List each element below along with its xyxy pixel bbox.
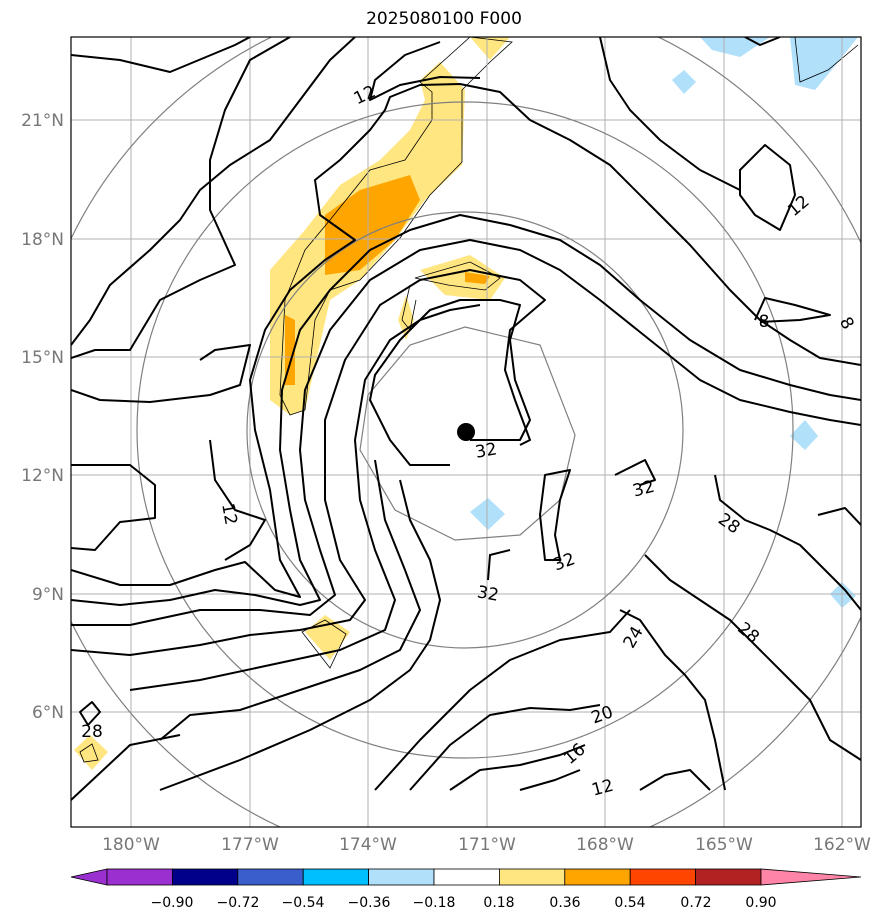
range-ring-3 [136, 101, 794, 759]
map-frame [70, 36, 862, 828]
blue-shade-se [830, 582, 856, 608]
contour-label: 24 [620, 623, 648, 652]
lat-label: 18°N [21, 230, 64, 250]
contour-label: 28 [733, 619, 762, 648]
lon-label: 168°W [576, 835, 634, 855]
contour-lines [71, 37, 861, 801]
colorbar-label: −0.54 [282, 895, 325, 911]
colorbar [70, 868, 862, 886]
lon-label: 162°W [813, 835, 871, 855]
contour-label: 16 [560, 740, 589, 769]
contour-24-arc [71, 344, 251, 403]
orange-shade-center [465, 272, 490, 284]
lon-label: 177°W [221, 835, 279, 855]
lon-label: 165°W [695, 835, 753, 855]
contour-label: 12 [590, 776, 616, 801]
colorbar-label: 0.18 [483, 895, 514, 911]
lat-label: 15°N [21, 348, 64, 368]
lat-label: 6°N [32, 703, 64, 723]
contour-label: 32 [474, 439, 499, 462]
lon-label: 180°W [102, 835, 160, 855]
lon-label: 174°W [339, 835, 397, 855]
colorbar-swatch [106, 868, 173, 886]
latitude-labels: 21°N 18°N 15°N 12°N 9°N 6°N [21, 111, 64, 723]
storm-center-dot [457, 423, 475, 441]
contour-label: 28 [714, 510, 743, 539]
range-ring-1 [359, 326, 576, 541]
colorbar-label: −0.90 [151, 895, 194, 911]
contour-label: 28 [81, 722, 103, 742]
lat-label: 12°N [21, 466, 64, 486]
colorbar-swatch [433, 868, 500, 886]
colorbar-swatch [564, 868, 631, 886]
contour-32-loop [369, 299, 531, 466]
contour-12-west [71, 37, 291, 359]
blue-shade-east [790, 420, 818, 450]
colorbar-swatch [302, 868, 370, 886]
lat-label: 9°N [32, 585, 64, 605]
contour-label: 12 [217, 502, 240, 527]
shade-outlines [79, 37, 859, 763]
yellow-shade-center [420, 255, 505, 300]
blue-shade-dot [672, 70, 696, 94]
yellow-shade-north [470, 37, 510, 60]
blue-shade-ne2 [790, 37, 858, 90]
range-rings [71, 37, 861, 827]
lat-label: 21°N [21, 111, 64, 131]
colorbar-label: −0.36 [348, 895, 391, 911]
contour-12-north [71, 37, 251, 73]
yellow-shade-corner [74, 735, 108, 770]
lon-label: 171°W [458, 835, 516, 855]
contour-label-group: 12 12 12 8 8 32 32 32 32 28 28 28 24 20 … [81, 82, 858, 801]
contour-label: 32 [475, 582, 500, 605]
contour-outer-5 [129, 304, 481, 691]
map-title: 2025080100 F000 [366, 9, 522, 29]
colorbar-label: 0.90 [745, 895, 776, 911]
shading-layer [74, 37, 858, 770]
orange-shade [325, 175, 420, 275]
colorbar-swatch [498, 868, 566, 886]
contour-label: 8 [835, 314, 858, 333]
colorbar-swatch [368, 868, 435, 886]
colorbar-extend-low [70, 868, 108, 886]
contour-outer-4 [71, 269, 546, 656]
contour-label: 8 [759, 312, 770, 332]
colorbar-label: 0.36 [549, 895, 580, 911]
colorbar-labels: −0.90 −0.72 −0.54 −0.36 −0.18 0.18 0.36 … [151, 895, 777, 911]
contour-label: 32 [551, 549, 578, 575]
colorbar-swatch [171, 868, 239, 886]
colorbar-label: 0.54 [614, 895, 645, 911]
contour-outer-2 [71, 214, 861, 606]
colorbar-swatch [629, 868, 697, 886]
range-ring-2 [246, 211, 684, 649]
longitude-labels: 180°W 177°W 174°W 171°W 168°W 165°W 162°… [102, 835, 871, 855]
contour-label: 12 [784, 192, 813, 221]
colorbar-swatch [695, 868, 762, 886]
contour-label: 12 [351, 82, 379, 109]
colorbar-label: −0.18 [413, 895, 456, 911]
blue-shade-ne1 [700, 37, 770, 57]
colorbar-label: −0.72 [217, 895, 260, 911]
contour-outer-1 [71, 83, 861, 598]
graticule [71, 37, 861, 827]
colorbar-extend-high [760, 868, 862, 886]
colorbar-swatch [237, 868, 304, 886]
contour-outer-3 [71, 239, 861, 626]
colorbar-label: 0.72 [680, 895, 711, 911]
orange-shade-small [285, 315, 295, 385]
